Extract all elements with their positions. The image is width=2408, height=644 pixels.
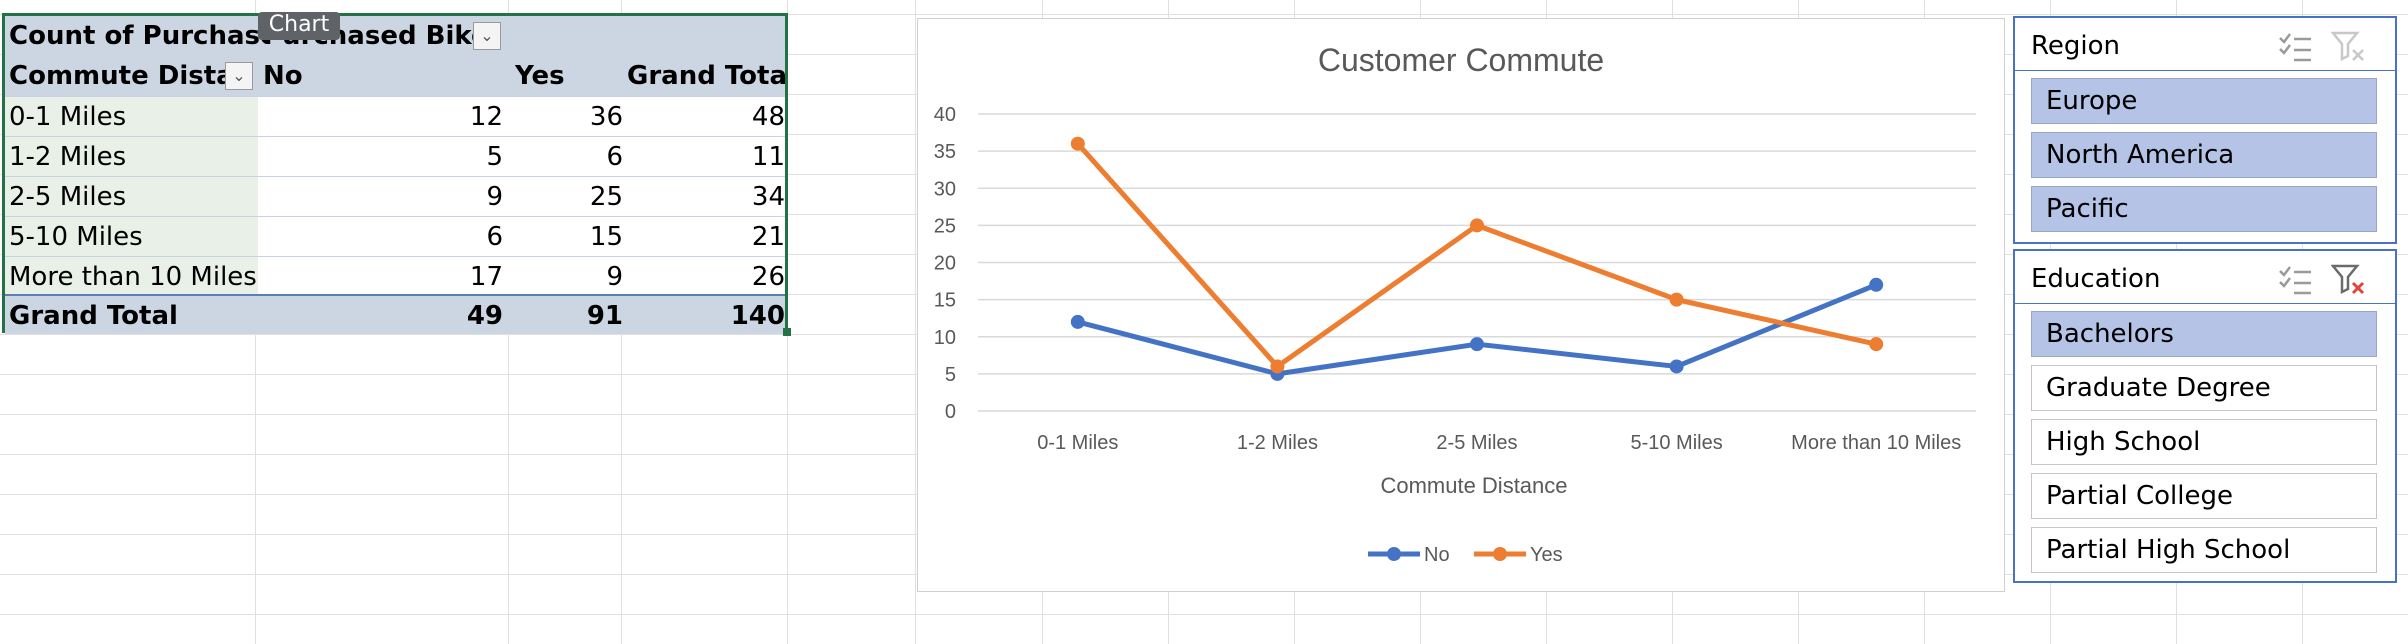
data-point-yes bbox=[1070, 136, 1085, 151]
pivot-cell-total[interactable]: 48 bbox=[751, 102, 785, 132]
chart-title[interactable]: Customer Commute bbox=[1318, 42, 1604, 78]
x-tick-label: 0-1 Miles bbox=[1037, 432, 1118, 454]
y-tick-label: 40 bbox=[934, 104, 956, 126]
data-point-yes bbox=[1869, 337, 1884, 352]
slicer-item-bachelors[interactable]: Bachelors bbox=[2031, 311, 2377, 357]
x-axis-title[interactable]: Commute Distance bbox=[1380, 473, 1567, 498]
table-row[interactable]: 5-10 Miles 6 15 21 bbox=[5, 216, 785, 257]
pivot-cell-total[interactable]: 11 bbox=[751, 142, 785, 172]
pivot-row-label[interactable]: 0-1 Miles bbox=[5, 97, 258, 137]
pivot-cell-yes[interactable]: 25 bbox=[589, 182, 623, 212]
data-point-no bbox=[1869, 277, 1884, 292]
table-row[interactable]: More than 10 Miles 17 9 26 bbox=[5, 256, 785, 297]
slicer-item-high-school[interactable]: High School bbox=[2031, 419, 2377, 465]
chart-canvas: Customer Commute 0 5 10 15 20 25 30 35 40 0-1 Mi… bbox=[934, 42, 1976, 566]
pivot-cell-total[interactable]: 26 bbox=[751, 262, 785, 292]
pivot-row-field-label[interactable]: Commute Distance bbox=[9, 61, 225, 91]
data-point-no bbox=[1070, 314, 1085, 329]
slicer-title: Region bbox=[2031, 31, 2121, 61]
y-tick-label: 5 bbox=[945, 364, 956, 386]
data-point-yes bbox=[1470, 218, 1484, 233]
y-axis-ticks: 0 5 10 15 20 25 30 35 40 bbox=[934, 104, 956, 423]
selection-resize-handle[interactable] bbox=[783, 328, 791, 336]
pivot-cell-total[interactable]: 34 bbox=[751, 182, 785, 212]
slicer-item-partial-college[interactable]: Partial College bbox=[2031, 473, 2377, 519]
slicer-item-partial-high-school[interactable]: Partial High School bbox=[2031, 527, 2377, 573]
chart-series bbox=[1070, 136, 1884, 381]
y-tick-label: 15 bbox=[934, 290, 956, 312]
pivot-header-row-1: Count of Purchased B Purchased Bike ⌄ bbox=[5, 16, 785, 56]
pivot-col-header-total[interactable]: Grand Total bbox=[627, 61, 787, 91]
x-tick-label: 1-2 Miles bbox=[1237, 432, 1318, 454]
pivot-cell-total[interactable]: 21 bbox=[751, 222, 785, 252]
pivot-table[interactable]: Count of Purchased B Purchased Bike ⌄ Co… bbox=[2, 12, 791, 336]
y-tick-label: 30 bbox=[934, 178, 956, 200]
pivot-cell-no[interactable]: 12 bbox=[469, 102, 503, 132]
pivot-row-label[interactable]: More than 10 Miles bbox=[5, 257, 258, 297]
y-tick-label: 20 bbox=[934, 253, 956, 275]
slicer-header-divider bbox=[2015, 70, 2395, 71]
data-point-no bbox=[1669, 359, 1684, 374]
pivot-cell-yes[interactable]: 6 bbox=[606, 142, 623, 172]
pivot-cell-no[interactable]: 6 bbox=[486, 222, 503, 252]
slicer-item-pacific[interactable]: Pacific bbox=[2031, 186, 2377, 232]
pivot-value-field-label[interactable]: Count of Purchased B bbox=[9, 21, 267, 51]
pivot-grand-total-no[interactable]: 49 bbox=[466, 301, 503, 331]
table-row[interactable]: 2-5 Miles 9 25 34 bbox=[5, 176, 785, 217]
pivot-cell-no[interactable]: 17 bbox=[469, 262, 503, 292]
pivot-row-label[interactable]: 5-10 Miles bbox=[5, 217, 258, 257]
pivot-grand-total-yes[interactable]: 91 bbox=[586, 301, 623, 331]
data-point-yes bbox=[1669, 292, 1684, 307]
clear-filter-icon[interactable] bbox=[2330, 30, 2367, 64]
pivot-col-header-yes[interactable]: Yes bbox=[515, 61, 565, 91]
slicer-education[interactable]: Education Bachelors Graduate Degree High… bbox=[2013, 249, 2397, 583]
y-tick-label: 10 bbox=[934, 327, 956, 349]
x-tick-label: More than 10 Miles bbox=[1791, 432, 1961, 454]
slicer-item-north-america[interactable]: North America bbox=[2031, 132, 2377, 178]
legend-marker-yes bbox=[1493, 547, 1507, 561]
slicer-item-graduate-degree[interactable]: Graduate Degree bbox=[2031, 365, 2377, 411]
y-tick-label: 35 bbox=[934, 141, 956, 163]
pivot-row-label[interactable]: 2-5 Miles bbox=[5, 177, 258, 217]
slicer-title: Education bbox=[2031, 264, 2161, 294]
chart-tooltip: Chart bbox=[258, 12, 340, 40]
pivot-grand-total-label[interactable]: Grand Total bbox=[9, 301, 178, 331]
pivot-cell-no[interactable]: 5 bbox=[486, 142, 503, 172]
pivot-col-header-no[interactable]: No bbox=[263, 61, 303, 91]
clear-filter-icon[interactable] bbox=[2330, 263, 2367, 297]
legend-label-no: No bbox=[1424, 544, 1450, 566]
y-tick-label: 25 bbox=[934, 215, 956, 237]
data-point-no bbox=[1470, 337, 1484, 352]
x-tick-label: 5-10 Miles bbox=[1630, 432, 1722, 454]
multi-select-icon[interactable] bbox=[2277, 263, 2313, 297]
pivot-grand-total-total[interactable]: 140 bbox=[730, 301, 785, 331]
slicer-header-divider bbox=[2015, 303, 2395, 304]
slicer-region[interactable]: Region Europe North America Pacific bbox=[2013, 16, 2397, 244]
multi-select-icon[interactable] bbox=[2277, 30, 2313, 64]
pivot-grand-total-row[interactable]: Grand Total 49 91 140 bbox=[5, 294, 785, 334]
pivot-cell-no[interactable]: 9 bbox=[486, 182, 503, 212]
legend-marker-no bbox=[1387, 547, 1401, 561]
chevron-down-icon[interactable]: ⌄ bbox=[473, 22, 501, 50]
pivot-cell-yes[interactable]: 36 bbox=[589, 102, 623, 132]
x-tick-label: 2-5 Miles bbox=[1436, 432, 1517, 454]
chevron-down-icon[interactable]: ⌄ bbox=[225, 62, 253, 90]
table-row[interactable]: 1-2 Miles 5 6 11 bbox=[5, 136, 785, 177]
slicer-item-europe[interactable]: Europe bbox=[2031, 78, 2377, 124]
x-axis-ticks: 0-1 Miles 1-2 Miles 2-5 Miles 5-10 Miles Mor… bbox=[1037, 432, 1961, 454]
y-tick-label: 0 bbox=[945, 401, 956, 423]
data-point-yes bbox=[1270, 359, 1285, 374]
legend-label-yes: Yes bbox=[1530, 544, 1563, 566]
pivot-row-label[interactable]: 1-2 Miles bbox=[5, 137, 258, 177]
chart-legend[interactable]: No Yes bbox=[1368, 544, 1563, 566]
line-chart[interactable]: Customer Commute 0 5 10 15 20 25 30 35 40 0-1 Mi… bbox=[917, 18, 2005, 592]
pivot-cell-yes[interactable]: 9 bbox=[606, 262, 623, 292]
series-line-no bbox=[1077, 282, 1878, 377]
table-row[interactable]: 0-1 Miles 12 36 48 bbox=[5, 96, 785, 137]
chart-gridlines bbox=[978, 113, 1976, 412]
pivot-header-row-2: Commute Distance ⌄ No Yes Grand Total bbox=[5, 56, 787, 96]
pivot-cell-yes[interactable]: 15 bbox=[589, 222, 623, 252]
